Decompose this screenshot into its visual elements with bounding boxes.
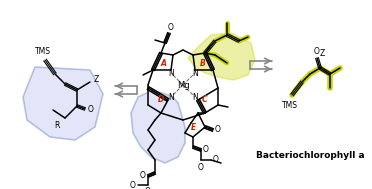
Text: A: A: [160, 59, 166, 67]
Text: O: O: [88, 105, 94, 114]
Text: O: O: [130, 180, 136, 189]
Text: O: O: [145, 187, 151, 189]
Text: O: O: [314, 47, 320, 57]
Text: Z: Z: [320, 49, 325, 57]
Text: N: N: [168, 68, 174, 77]
Text: O: O: [168, 23, 174, 33]
Text: O: O: [198, 163, 204, 171]
Text: O: O: [213, 156, 219, 164]
Text: O: O: [203, 146, 209, 154]
Text: Bacteriochlorophyll a: Bacteriochlorophyll a: [256, 150, 364, 160]
Text: B: B: [200, 59, 206, 67]
Text: O: O: [215, 125, 221, 135]
Text: O: O: [140, 171, 146, 180]
Text: N: N: [192, 92, 198, 101]
Polygon shape: [131, 90, 185, 163]
Text: N: N: [168, 92, 174, 101]
Text: Mg: Mg: [177, 81, 189, 90]
Text: C: C: [202, 95, 208, 105]
Text: E: E: [190, 122, 196, 132]
Text: D: D: [158, 95, 164, 105]
Polygon shape: [23, 67, 103, 140]
Text: TMS: TMS: [35, 47, 51, 57]
Text: Z: Z: [93, 75, 99, 84]
Text: TMS: TMS: [282, 101, 298, 109]
Text: R: R: [54, 122, 60, 130]
Text: N: N: [192, 68, 198, 77]
Polygon shape: [188, 33, 255, 80]
